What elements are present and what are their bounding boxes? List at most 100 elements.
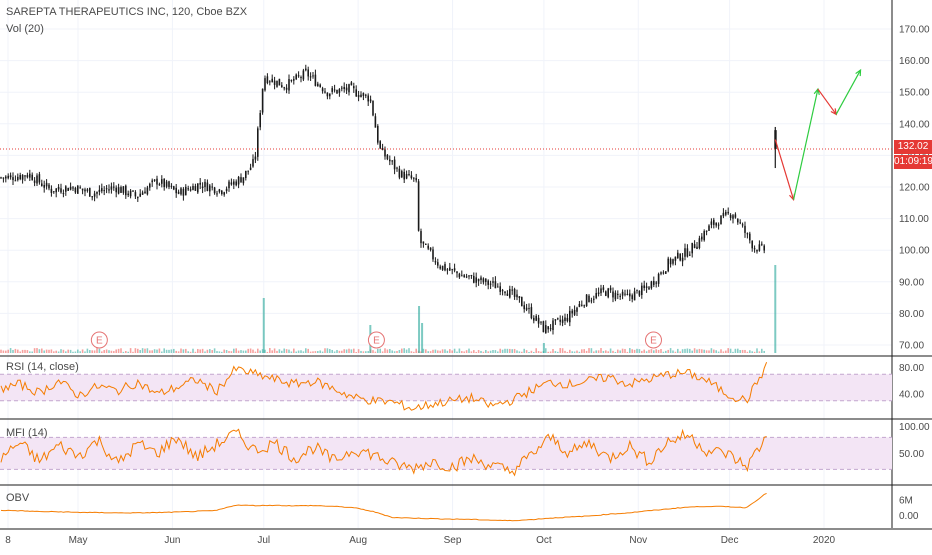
volume-bar-256 [614,351,617,353]
candle-body-144 [345,87,348,91]
candle-body-77 [185,186,187,196]
candle-body-56 [134,192,137,197]
volume-bar-3 [7,349,9,353]
candle-body-65 [156,178,158,185]
price-tick-2: 150.00 [899,88,930,99]
candle-body-91 [218,189,221,192]
volume-bar-48 [115,349,117,353]
volume-bar-262 [629,348,631,353]
volume-bar-245 [588,348,590,353]
candle-body-106 [254,156,257,160]
volume-bar-96 [230,351,233,353]
projection-segment-2 [792,88,819,200]
volume-bar-239 [573,351,576,353]
volume-bar-253 [607,351,609,353]
candle-body-15 [36,175,38,184]
volume-bar-135 [324,348,326,353]
candle-body-84 [201,186,204,189]
candle-body-33 [79,187,81,189]
volume-bar-113 [271,350,273,353]
rsi-band-fill [0,374,892,401]
volume-bar-156 [374,351,377,353]
candle-body-53 [127,193,129,196]
candle-body-258 [619,295,621,297]
volume-bar-75 [180,348,182,353]
earnings-marker-1 [367,331,385,349]
rsi-legend: RSI (14, close) [6,361,79,373]
volume-bar-160 [384,348,386,353]
volume-bar-214 [513,348,516,353]
candle-body-224 [537,317,540,324]
candle-body-62 [149,183,151,188]
volume-bar-302 [725,350,727,353]
volume-bar-207 [497,351,499,353]
candle-body-74 [177,191,180,194]
candle-body-276 [662,272,665,274]
volume-bar-194 [465,350,468,353]
volume-bar-252 [605,350,607,353]
candle-body-285 [684,248,686,257]
candle-body-28 [67,188,69,191]
volume-bar-259 [621,348,624,353]
projection-segment-4 [835,69,862,115]
volume-bar-117 [281,350,283,353]
candle-body-234 [561,319,564,323]
candle-body-199 [477,279,480,282]
candle-body-145 [348,84,350,93]
candle-body-18 [43,184,45,188]
candle-body-301 [722,212,725,217]
candle-body-120 [288,79,290,91]
candle-body-205 [492,281,494,283]
volume-bar-22 [53,351,55,353]
candle-body-163 [391,160,393,162]
volume-bar-50 [120,348,122,353]
candle-body-217 [521,297,523,307]
price-tick-1: 160.00 [899,56,930,67]
candle-body-165 [396,167,398,169]
volume-bar-128 [307,348,309,353]
volume-bar-263 [631,349,633,353]
volume-bar-15 [36,348,38,353]
volume-bar-10 [24,349,26,353]
volume-bar-149 [357,349,360,353]
rsi-tick-1: 40.00 [899,390,924,401]
volume-bar-210 [504,348,506,353]
candle-body-98 [235,181,237,186]
volume-bar-271 [650,349,653,353]
volume-bar-155 [372,350,374,353]
volume-bar-152 [365,351,367,353]
volume-bar-267 [641,350,643,353]
volume-bar-150 [360,350,362,353]
volume-bar-290 [696,349,698,353]
volume-bar-134 [321,351,324,353]
volume-bar-208 [499,348,501,353]
candle-body-177 [425,243,427,245]
candle-body-200 [480,277,482,280]
candle-body-150 [360,94,362,98]
volume-bar-186 [446,350,449,353]
volume-bar-93 [223,349,225,353]
earnings-marker-label-0: E [96,336,103,347]
volume-bar-33 [79,351,81,353]
volume-bar-38 [91,350,93,353]
candle-body-124 [297,75,300,77]
volume-bar-312 [749,350,751,353]
volume-bar-232 [557,351,559,353]
indicator-line-layer [0,68,862,522]
mfi-tick-0: 100.00 [899,422,930,433]
volume-bar-82 [197,348,199,353]
volume-bar-131 [314,351,317,353]
candle-body-109 [261,88,264,113]
candle-body-19 [45,182,48,187]
volume-bar-88 [211,350,213,353]
candle-body-11 [26,175,29,178]
volume-bar-11 [26,350,29,353]
volume-bar-28 [67,349,69,353]
candle-body-270 [648,287,650,290]
candle-body-316 [758,244,761,251]
candle-body-156 [374,116,377,128]
volume-bar-55 [132,351,134,353]
